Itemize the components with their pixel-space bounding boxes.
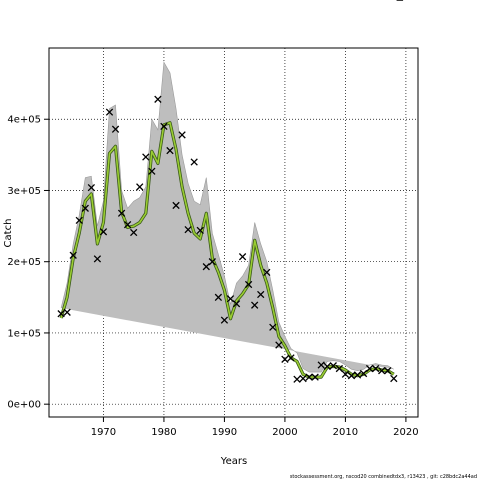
observed-point-2018 <box>390 374 398 383</box>
observed-point-1986 <box>196 226 204 235</box>
x-tick-label: 2000 <box>272 427 297 438</box>
observed-point-1974 <box>123 221 132 229</box>
observed-point-2006 <box>317 361 325 369</box>
observed-point-2004 <box>305 373 313 381</box>
observed-point-1988 <box>208 258 216 266</box>
observed-point-1993 <box>238 253 247 261</box>
x-tick-label: 2020 <box>393 427 418 438</box>
observed-point-1976 <box>136 183 144 191</box>
observed-point-2011 <box>347 372 356 380</box>
observed-point-2002 <box>293 375 301 383</box>
observed-point-1977 <box>142 153 150 161</box>
observed-point-2015 <box>371 364 380 373</box>
observed-point-1971 <box>105 108 114 116</box>
y-tick-label: 1e+05 <box>7 328 41 339</box>
observed-point-1982 <box>172 201 180 210</box>
observed-point-2000 <box>281 355 289 363</box>
observed-point-1965 <box>69 251 77 259</box>
observed-point-1985 <box>190 158 198 166</box>
x-axis: 1970 1980 1990 2000 2010 2020 <box>91 417 419 438</box>
observed-point-2005 <box>311 373 319 381</box>
observed-point-1984 <box>184 225 192 234</box>
x-tick-label: 1980 <box>151 427 176 438</box>
observed-point-1980 <box>160 122 168 131</box>
observed-point-1999 <box>275 341 283 349</box>
observed-point-1997 <box>263 268 271 277</box>
observed-point-1983 <box>178 131 186 139</box>
y-axis: 0e+00 1e+05 2e+05 3e+05 4e+05 <box>7 115 49 411</box>
observed-point-1995 <box>251 301 259 309</box>
x-axis-title: Years <box>220 456 247 467</box>
observed-point-1978 <box>148 167 156 175</box>
observed-point-2017 <box>384 367 392 375</box>
observed-point-1991 <box>226 295 235 303</box>
observed-point-1970 <box>99 228 108 236</box>
confidence-band-area <box>60 61 394 373</box>
y-tick-label: 4e+05 <box>7 115 41 126</box>
y-axis-title: Catch <box>3 219 14 248</box>
observed-point-1972 <box>111 125 120 133</box>
y-tick-label: 3e+05 <box>7 186 41 197</box>
observed-point-2014 <box>365 364 374 373</box>
observed-point-1989 <box>214 293 223 301</box>
observed-point-1990 <box>220 316 229 324</box>
observed-point-1998 <box>269 323 277 331</box>
observed-point-1973 <box>117 209 126 217</box>
observed-point-1979 <box>154 95 162 103</box>
observed-point-1969 <box>93 255 102 263</box>
x-tick-label: 1990 <box>212 427 237 438</box>
observed-points <box>57 0 404 383</box>
observed-point-1964 <box>63 308 71 316</box>
y-tick-label: 0e+00 <box>7 400 41 411</box>
observed-point-1994 <box>244 280 253 289</box>
observed-point-1967 <box>81 204 89 212</box>
plot-frame <box>48 47 419 418</box>
observed-point-2007 <box>323 362 331 371</box>
observed-point-1996 <box>257 290 265 299</box>
observed-point-2009 <box>335 364 344 373</box>
observed-point-1966 <box>75 216 83 225</box>
observed-point-1987 <box>202 263 210 271</box>
observed-point-2003 <box>299 374 307 383</box>
observed-point-1981 <box>166 146 174 155</box>
x-tick-label: 2010 <box>333 427 358 438</box>
observed-point-1968 <box>87 183 96 192</box>
footer-note: stockassessment.org, nscod20 combinedtdx… <box>290 474 477 480</box>
observed-point-2012 <box>353 371 362 379</box>
observed-point-2016 <box>378 367 386 375</box>
x-tick-label: 1970 <box>91 427 116 438</box>
observed-point-2010 <box>341 370 350 378</box>
observed-point-2013 <box>359 369 368 378</box>
observed-point-2001 <box>287 354 295 362</box>
observed-point-1975 <box>130 228 138 237</box>
confidence-band <box>60 61 394 373</box>
observed-point-1963 <box>57 310 65 318</box>
observed-point-2008 <box>329 362 337 370</box>
observed-point-1992 <box>232 300 241 308</box>
y-tick-label: 2e+05 <box>7 257 41 268</box>
